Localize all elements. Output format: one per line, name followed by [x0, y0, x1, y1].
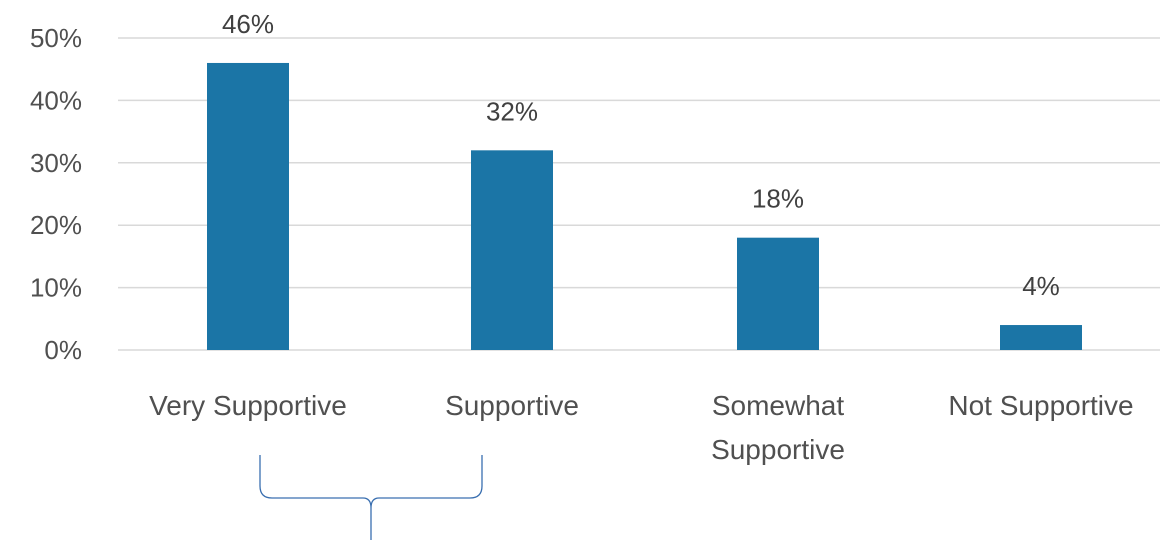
bars	[207, 62, 1082, 351]
x-tick-label: Supportive	[711, 434, 845, 465]
data-labels: 46% 32% 18% 4%	[222, 9, 1060, 301]
data-label: 4%	[1022, 271, 1060, 301]
x-tick-label: Somewhat	[712, 390, 845, 421]
data-label: 18%	[752, 184, 804, 214]
gridlines	[118, 37, 1160, 351]
y-axis-ticks: 0% 10% 20% 30% 40% 50%	[30, 23, 82, 365]
y-tick-label: 30%	[30, 148, 82, 178]
bar	[737, 237, 819, 350]
y-tick-label: 10%	[30, 273, 82, 303]
bar	[471, 150, 553, 350]
x-axis-labels: Very Supportive Supportive Somewhat Support…	[149, 390, 1133, 465]
bar	[207, 62, 289, 351]
data-label: 32%	[486, 96, 538, 126]
annotations	[259, 455, 483, 540]
x-tick-label: Not Supportive	[948, 390, 1133, 421]
bar	[1000, 325, 1082, 350]
y-tick-label: 20%	[30, 210, 82, 240]
brace-annotation	[259, 455, 483, 540]
y-tick-label: 40%	[30, 85, 82, 115]
x-tick-label: Very Supportive	[149, 390, 347, 421]
y-tick-label: 50%	[30, 23, 82, 53]
y-tick-label: 0%	[44, 335, 82, 365]
x-tick-label: Supportive	[445, 390, 579, 421]
data-label: 46%	[222, 9, 274, 39]
